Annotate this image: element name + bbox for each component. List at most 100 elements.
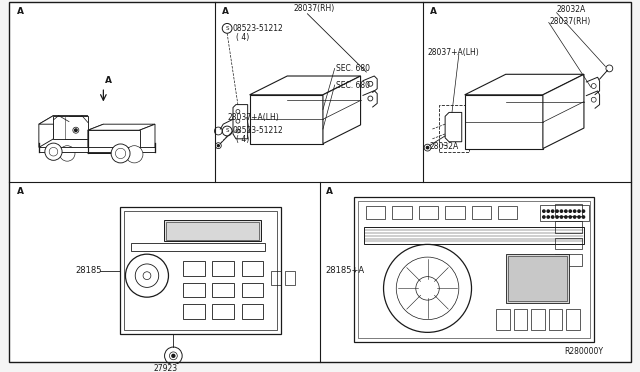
Polygon shape	[323, 76, 360, 144]
Polygon shape	[39, 116, 88, 124]
Circle shape	[543, 216, 545, 218]
Polygon shape	[445, 112, 461, 142]
Bar	[555, 238, 582, 249]
Bar	[439, 105, 468, 151]
Bar	[183, 304, 205, 319]
Polygon shape	[39, 116, 54, 147]
Circle shape	[111, 144, 130, 163]
Bar	[250, 95, 323, 144]
Bar	[531, 309, 545, 330]
Circle shape	[475, 110, 478, 113]
Text: 27923: 27923	[154, 364, 178, 372]
Circle shape	[564, 210, 567, 212]
Bar	[513, 309, 527, 330]
Text: 08523-51212: 08523-51212	[233, 126, 284, 135]
Text: 28037+A(LH): 28037+A(LH)	[227, 113, 279, 122]
Bar	[506, 254, 569, 303]
Bar	[242, 261, 263, 276]
Text: SEC. 680: SEC. 680	[335, 81, 370, 90]
Text: A: A	[429, 7, 436, 16]
Text: S: S	[225, 128, 229, 134]
Bar	[124, 211, 277, 330]
Bar	[120, 207, 281, 334]
Bar	[419, 206, 438, 219]
Bar	[548, 309, 563, 330]
Polygon shape	[88, 124, 104, 153]
Circle shape	[556, 216, 558, 218]
Circle shape	[74, 129, 77, 131]
Text: R280000Y: R280000Y	[564, 347, 604, 356]
Bar	[358, 201, 590, 338]
Circle shape	[495, 110, 497, 113]
Bar	[566, 309, 580, 330]
Circle shape	[564, 216, 567, 218]
Text: 28037(RH): 28037(RH)	[294, 4, 335, 13]
Bar	[131, 243, 265, 251]
Text: SEC. 680: SEC. 680	[335, 64, 370, 73]
Bar	[555, 254, 582, 266]
Polygon shape	[543, 74, 584, 148]
Circle shape	[560, 216, 563, 218]
Text: ( 4): ( 4)	[236, 135, 249, 144]
Bar	[498, 206, 518, 219]
Polygon shape	[233, 105, 248, 139]
Bar	[555, 204, 582, 216]
Circle shape	[484, 110, 488, 113]
Circle shape	[45, 143, 62, 160]
Text: ( 4): ( 4)	[236, 33, 249, 42]
Bar	[212, 261, 234, 276]
Circle shape	[495, 102, 497, 105]
Circle shape	[578, 210, 580, 212]
Text: 28037+A(LH): 28037+A(LH)	[428, 48, 479, 57]
Bar	[472, 206, 491, 219]
Bar	[496, 309, 509, 330]
Circle shape	[484, 102, 488, 105]
Circle shape	[547, 210, 549, 212]
Bar	[164, 220, 261, 241]
Bar	[166, 222, 259, 240]
Circle shape	[256, 106, 259, 109]
Text: 28032A: 28032A	[557, 5, 586, 14]
Circle shape	[475, 102, 478, 105]
Text: A: A	[17, 7, 24, 16]
Text: 28185: 28185	[76, 266, 102, 275]
Circle shape	[475, 128, 478, 131]
Bar	[285, 271, 294, 285]
Bar	[540, 205, 589, 221]
Bar	[465, 95, 543, 148]
Circle shape	[60, 146, 75, 161]
Circle shape	[484, 128, 488, 131]
Bar	[508, 256, 567, 301]
Circle shape	[569, 210, 572, 212]
Polygon shape	[39, 147, 155, 152]
Circle shape	[552, 210, 554, 212]
Text: 28037(RH): 28037(RH)	[550, 17, 591, 26]
Bar	[212, 282, 234, 297]
Bar	[366, 206, 385, 219]
Circle shape	[484, 135, 488, 138]
Circle shape	[256, 131, 259, 133]
Bar	[271, 271, 281, 285]
Text: 28185+A: 28185+A	[326, 266, 365, 275]
Polygon shape	[88, 124, 155, 130]
Circle shape	[426, 147, 429, 149]
Circle shape	[172, 355, 175, 357]
Circle shape	[543, 210, 545, 212]
Bar	[364, 227, 584, 244]
Circle shape	[560, 210, 563, 212]
Text: A: A	[17, 187, 24, 196]
Bar	[354, 198, 594, 342]
Bar	[242, 282, 263, 297]
Circle shape	[547, 216, 549, 218]
Text: 08523-51212: 08523-51212	[233, 24, 284, 33]
Bar	[392, 206, 412, 219]
Circle shape	[573, 216, 576, 218]
Polygon shape	[140, 124, 155, 153]
Circle shape	[578, 216, 580, 218]
Bar	[555, 221, 582, 232]
Polygon shape	[54, 116, 88, 139]
Circle shape	[582, 216, 584, 218]
Circle shape	[475, 135, 478, 138]
Circle shape	[552, 216, 554, 218]
Circle shape	[218, 145, 220, 147]
